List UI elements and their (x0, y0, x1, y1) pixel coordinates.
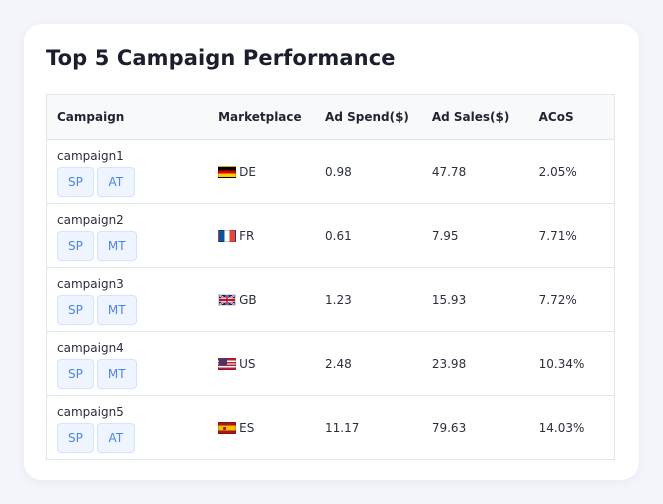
campaign-name[interactable]: campaign5 (57, 404, 124, 419)
marketplace-code: ES (239, 420, 255, 435)
ad-sales-cell: 47.78 (421, 139, 529, 204)
campaign-tags: SP AT (57, 422, 208, 453)
acos-cell: 2.05% (528, 139, 615, 204)
marketplace-cell: US (208, 331, 316, 396)
acos-cell: 7.72% (528, 267, 615, 332)
header-campaign[interactable]: Campaign (46, 94, 209, 140)
ad-spend-cell: 0.98 (315, 139, 422, 204)
es-flag-icon (218, 421, 237, 434)
header-ad-sales[interactable]: Ad Sales($) (421, 94, 529, 140)
acos-cell: 10.34% (528, 331, 615, 396)
header-ad-spend[interactable]: Ad Spend($) (315, 94, 422, 140)
tag-mt[interactable]: MT (96, 358, 137, 389)
campaign-tags: SP MT (57, 294, 208, 325)
tag-mt[interactable]: MT (96, 294, 137, 325)
marketplace-code: FR (239, 228, 255, 243)
tag-sp[interactable]: SP (57, 166, 94, 197)
tag-mt[interactable]: MT (96, 230, 137, 261)
marketplace-cell: ES (208, 396, 315, 460)
campaign-tags: SP AT (57, 166, 208, 197)
header-marketplace[interactable]: Marketplace (208, 94, 316, 140)
campaign-table: Campaign Marketplace Ad Spend($) Ad Sale… (46, 94, 615, 460)
campaign-tags: SP MT (57, 358, 208, 389)
marketplace-code: DE (239, 164, 256, 179)
marketplace-cell: DE (208, 139, 316, 204)
ad-spend-cell: 11.17 (325, 420, 360, 435)
campaign-performance-card: Top 5 Campaign Performance Campaign Mark… (24, 24, 639, 480)
tag-sp[interactable]: SP (57, 230, 94, 261)
marketplace-code: GB (239, 292, 257, 307)
campaign-name[interactable]: campaign1 (57, 148, 124, 163)
campaign-cell: campaign4 SP MT (46, 331, 209, 396)
campaign-tags: SP MT (57, 230, 208, 261)
ad-spend-cell: 2.48 (315, 331, 422, 396)
campaign-name[interactable]: campaign2 (57, 212, 124, 227)
campaign-cell: campaign2 SP MT (46, 203, 209, 268)
ad-sales-cell: 15.93 (421, 267, 529, 332)
ad-sales-cell: 79.63 (431, 420, 467, 435)
card-title: Top 5 Campaign Performance (46, 46, 396, 70)
ad-spend-cell: 0.61 (315, 203, 422, 268)
table-header-row: Campaign Marketplace Ad Spend($) Ad Sale… (46, 94, 615, 140)
table-row[interactable]: campaign1 SP AT DE 0.98 47.78 2.05% (46, 139, 615, 204)
tag-sp[interactable]: SP (57, 422, 94, 453)
header-acos[interactable]: ACoS (528, 94, 615, 140)
ad-sales-cell: 7.95 (421, 203, 529, 268)
table-row[interactable]: campaign3 SP MT (46, 267, 615, 332)
marketplace-code: US (239, 356, 256, 371)
ad-sales-cell: 23.98 (421, 331, 529, 396)
us-flag-icon (218, 357, 237, 370)
tag-at[interactable]: AT (96, 422, 135, 453)
campaign-cell: campaign3 SP MT (46, 267, 209, 332)
fr-flag-icon (218, 229, 237, 242)
campaign-cell: campaign5 SP AT (47, 396, 209, 460)
marketplace-cell: FR (208, 203, 316, 268)
campaign-cell: campaign1 SP AT (46, 139, 209, 204)
table-row[interactable]: campaign4 SP MT US 2.48 23.98 10.34% (46, 331, 615, 396)
campaign-name[interactable]: campaign3 (57, 276, 124, 291)
acos-cell: 14.03% (538, 420, 585, 435)
campaign-name[interactable]: campaign4 (57, 340, 124, 355)
table-row[interactable]: campaign5 SP AT ES 11.17 79.63 14.03% (47, 396, 615, 460)
marketplace-cell: GB (208, 267, 316, 332)
tag-sp[interactable]: SP (57, 358, 94, 389)
gb-flag-icon (218, 293, 237, 306)
tag-at[interactable]: AT (96, 166, 135, 197)
de-flag-icon (218, 165, 237, 178)
ad-spend-cell: 1.23 (315, 267, 422, 332)
table-row[interactable]: campaign2 SP MT FR 0.61 7.95 7.71% (46, 203, 615, 268)
acos-cell: 7.71% (528, 203, 615, 268)
tag-sp[interactable]: SP (57, 294, 94, 325)
